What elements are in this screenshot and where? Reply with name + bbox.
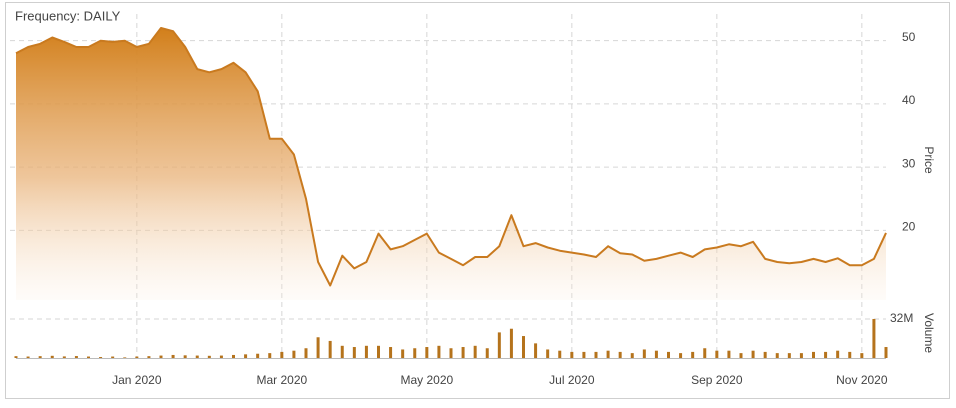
- volume-bar: [87, 356, 90, 358]
- y-tick-label: 50: [902, 30, 916, 44]
- volume-bar: [594, 351, 598, 358]
- y-tick-label: 30: [902, 156, 916, 170]
- volume-bar: [159, 355, 163, 358]
- volume-bar: [485, 348, 489, 358]
- volume-bar: [739, 353, 743, 358]
- volume-bar: [292, 350, 296, 358]
- x-tick-label: Sep 2020: [691, 373, 743, 387]
- volume-bar: [340, 345, 344, 358]
- y-tick-label: 20: [902, 220, 916, 234]
- volume-bar: [703, 348, 707, 358]
- volume-bar: [558, 350, 562, 358]
- volume-bar: [62, 356, 66, 358]
- volume-bar: [183, 355, 187, 358]
- volume-bar: [461, 347, 465, 358]
- volume-bar: [679, 353, 683, 358]
- volume-bar: [389, 347, 393, 358]
- volume-bar: [449, 348, 453, 358]
- volume-bar: [437, 345, 441, 358]
- volume-bar: [763, 351, 767, 358]
- volume-bar: [812, 351, 815, 358]
- volume-bar: [642, 349, 646, 358]
- volume-bar: [606, 350, 610, 358]
- volume-bar: [824, 351, 828, 358]
- price-axis-title: Price: [922, 146, 936, 174]
- y2-tick-label: 32M: [890, 311, 913, 325]
- volume-bar: [316, 337, 320, 358]
- x-tick-label: Mar 2020: [256, 373, 307, 387]
- volume-bar: [377, 345, 380, 358]
- volume-bar: [546, 349, 550, 358]
- volume-bar: [691, 351, 695, 358]
- volume-bar: [364, 345, 368, 358]
- volume-bar: [328, 340, 332, 358]
- volume-bar: [195, 355, 199, 358]
- volume-bar: [534, 343, 538, 358]
- volume-bar: [751, 350, 755, 358]
- volume-bar: [74, 356, 78, 358]
- volume-bar: [884, 347, 888, 358]
- price-line: [15, 27, 887, 287]
- volume-bar: [352, 347, 356, 358]
- volume-bar: [836, 350, 840, 358]
- volume-bar: [509, 328, 513, 358]
- volume-axis-title: Volume: [922, 313, 936, 353]
- volume-bar: [401, 349, 405, 358]
- chart-title: Frequency: DAILY: [15, 8, 121, 23]
- volume-bar: [522, 336, 525, 358]
- volume-bar: [147, 356, 151, 358]
- volume-bar: [425, 347, 429, 358]
- plot: Jan 2020 Mar 2020 May 2020 Jul 2020 Sep 2020…: [10, 14, 916, 387]
- volume-bar: [135, 356, 139, 358]
- volume-bar: [232, 354, 235, 358]
- volume-bar: [497, 332, 501, 358]
- volume-bar: [630, 353, 634, 358]
- y-tick-label: 40: [902, 93, 916, 107]
- volume-bar: [654, 350, 658, 358]
- x-tick-label: Jul 2020: [549, 373, 595, 387]
- price-area: [16, 28, 886, 300]
- volume-bar: [727, 350, 731, 358]
- volume-bar: [111, 356, 115, 358]
- volume-bar: [570, 351, 574, 358]
- volume-bar: [14, 356, 18, 358]
- volume-bar: [872, 318, 876, 358]
- volume-bar: [799, 353, 803, 358]
- volume-bar: [775, 353, 779, 358]
- volume-bar: [860, 353, 864, 358]
- x-tick-label: Nov 2020: [836, 373, 888, 387]
- volume-bar: [473, 345, 477, 358]
- volume-bar: [50, 355, 54, 358]
- volume-bar: [219, 355, 223, 358]
- volume-bar: [38, 356, 42, 358]
- volume-bar: [787, 353, 791, 358]
- volume-bar: [582, 351, 586, 358]
- volume-bar: [304, 348, 308, 358]
- volume-bar: [667, 351, 670, 358]
- volume-bar: [256, 353, 260, 358]
- volume-bar: [268, 353, 272, 358]
- volume-bar: [244, 354, 248, 358]
- volume-bar: [123, 357, 127, 358]
- volume-bar: [99, 357, 103, 358]
- x-tick-label: Jan 2020: [112, 373, 162, 387]
- x-tick-label: May 2020: [400, 373, 453, 387]
- volume-bar: [413, 348, 417, 358]
- volume-bar: [171, 354, 175, 358]
- volume-bar: [618, 351, 622, 358]
- volume-bar: [715, 350, 719, 358]
- volume-bar: [26, 356, 30, 358]
- volume-bar: [848, 351, 852, 358]
- volume-bar: [280, 351, 284, 358]
- volume-bar: [207, 355, 211, 358]
